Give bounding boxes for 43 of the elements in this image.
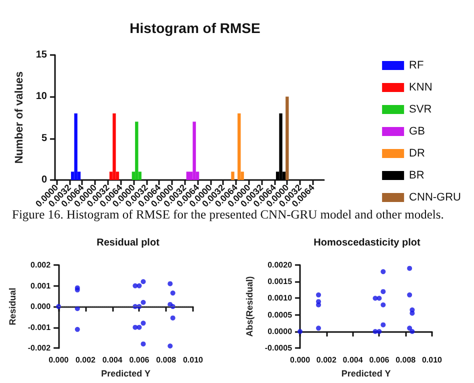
y-tick-label: 0.0015 [268, 277, 293, 286]
y-tick-label: 0.002 [30, 260, 52, 270]
y-tick-label: 15 [36, 50, 48, 60]
y-tick-label: 0.0010 [268, 294, 293, 303]
x-tick-label: 0.002 [75, 356, 96, 365]
caption: Figure 16. Histogram of RMSE for the presented CNN-GRU model and other models. [12, 208, 444, 222]
x-tick-label: 0.008 [156, 356, 177, 365]
legend-label: DR [409, 148, 426, 160]
y-axis-title: Number of values [13, 71, 26, 164]
x-axis-title: Predicted Y [101, 368, 150, 378]
y-tick-label: 10 [36, 91, 48, 102]
y-tick-label: 0 [41, 174, 48, 186]
y-tick-label: 0.0020 [268, 260, 293, 270]
y-tick-label: 0.0005 [268, 310, 293, 320]
y-tick-label: -0.0005 [264, 344, 293, 353]
x-tick-label: 0.006 [369, 356, 390, 365]
legend-label: RF [409, 60, 424, 72]
y-axis-title: Abs(Residual) [244, 276, 254, 337]
x-tick-label: 0.000 [290, 356, 311, 365]
y-tick-label: 0.000 [30, 302, 52, 312]
legend-label: KNN [409, 82, 432, 94]
x-tick-label: 0.004 [342, 356, 364, 365]
x-tick-label: 0.006 [129, 356, 150, 365]
y-tick-label: 0.0000 [268, 326, 293, 336]
y-tick-label: 5 [41, 132, 48, 144]
chart-title: Residual plot [96, 238, 160, 248]
x-tick-label: 0.010 [422, 356, 443, 365]
x-tick-label: 0.008 [396, 356, 416, 365]
legend-label: GB [409, 126, 425, 138]
chart-title: Homoscedasticity plot [314, 238, 422, 248]
y-tick-label: -0.001 [28, 322, 52, 332]
x-tick-label: 0.002 [316, 356, 337, 365]
legend-label: BR [409, 170, 424, 182]
y-tick-label: 0.001 [30, 281, 52, 290]
x-tick-label: 0.010 [182, 356, 204, 365]
chart-title: Histogram of RMSE [130, 20, 260, 36]
x-tick-label: 0.004 [102, 356, 123, 365]
x-tick-label: 0.000 [48, 356, 70, 365]
x-axis-title: Predicted Y [341, 368, 391, 378]
legend-label: SVR [409, 104, 432, 116]
legend-label: CNN-GRU [409, 192, 462, 204]
y-axis-title: Residual [8, 288, 18, 326]
y-tick-label: -0.002 [28, 344, 52, 353]
